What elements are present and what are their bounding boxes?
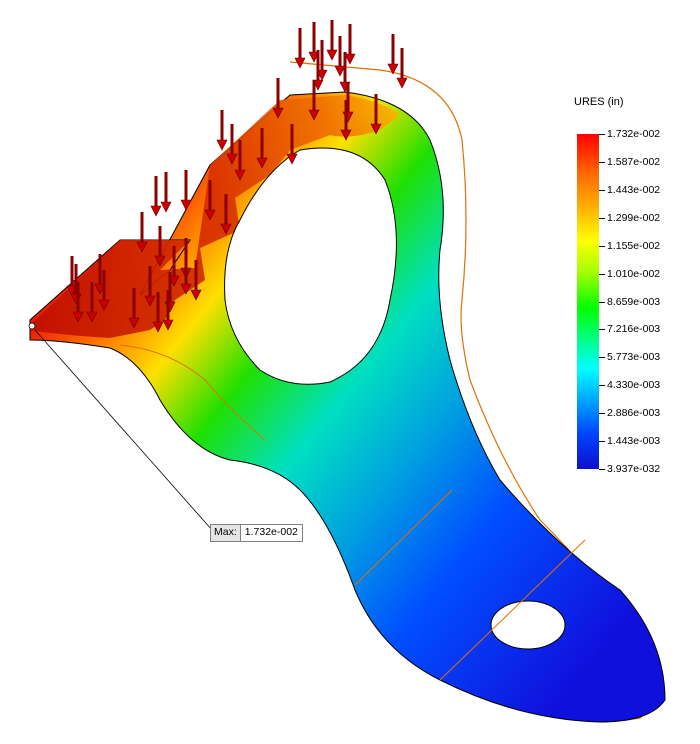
load-arrow-icon — [180, 170, 192, 211]
load-arrow-icon — [204, 180, 216, 221]
legend-tick — [599, 161, 605, 163]
load-arrow-icon — [72, 282, 84, 323]
load-arrow-icon — [152, 292, 164, 333]
legend-tick — [599, 385, 605, 387]
load-arrow-icon — [294, 28, 306, 69]
legend-tick-label: 1.443e-003 — [607, 435, 661, 448]
load-arrow-icon — [128, 288, 140, 329]
mounting-hole — [490, 600, 566, 650]
legend-tick — [599, 273, 605, 275]
legend-tick — [599, 329, 605, 331]
legend-tick — [599, 357, 605, 359]
legend-tick — [599, 441, 605, 443]
legend-color-bar — [577, 134, 599, 469]
legend-title: URES (in) — [574, 96, 624, 108]
load-arrow-icon — [370, 94, 382, 135]
load-arrow-icon — [340, 100, 352, 141]
face-edge — [439, 539, 586, 681]
legend-tick-label: 1.299e-002 — [607, 211, 661, 224]
load-arrow-icon — [216, 110, 228, 151]
load-arrow-icon — [308, 80, 320, 121]
legend-tick-label: 2.886e-003 — [607, 407, 661, 420]
legend-tick-label: 1.010e-002 — [607, 267, 661, 280]
load-arrow-icon — [387, 34, 399, 75]
load-arrow-icon — [234, 140, 246, 181]
legend-tick — [599, 134, 605, 135]
legend-tick-label: 1.443e-002 — [607, 183, 661, 196]
load-arrow-icon — [272, 78, 284, 119]
load-arrow-icon — [190, 260, 202, 301]
legend-tick-label: 8.659e-003 — [607, 295, 661, 308]
load-arrow-icon — [86, 282, 98, 323]
face-edge — [354, 489, 453, 586]
legend-tick-label: 1.155e-002 — [607, 239, 661, 252]
bracket-body[interactable] — [29, 91, 666, 723]
load-arrow-icon — [226, 124, 238, 165]
legend-tick-label: 7.216e-003 — [607, 323, 661, 336]
legend-tick — [599, 189, 605, 191]
load-arrow-icon — [98, 270, 110, 311]
load-arrow-icon — [334, 36, 346, 77]
loaded-top-face — [30, 95, 400, 338]
max-point-marker — [28, 322, 36, 330]
load-arrow-icon — [180, 254, 192, 295]
legend-tick — [599, 301, 605, 303]
load-arrow-icon — [326, 20, 338, 61]
legend-tick — [599, 469, 605, 470]
legend-tick — [599, 413, 605, 415]
load-arrow-icon — [160, 172, 172, 213]
max-value: 1.732e-002 — [244, 526, 298, 538]
legend-tick-label: 4.330e-003 — [607, 379, 661, 392]
load-arrow-icon — [144, 266, 156, 307]
load-arrow-icon — [220, 194, 232, 235]
legend-tick — [599, 217, 605, 219]
load-arrow-icon — [154, 226, 166, 267]
legend-tick-label: 1.587e-002 — [607, 155, 661, 168]
load-arrow-icon — [150, 176, 162, 217]
load-arrows — [66, 20, 408, 333]
legend-tick-label: 5.773e-003 — [607, 351, 661, 364]
load-arrow-icon — [162, 290, 174, 331]
face-edge — [119, 344, 266, 441]
legend-tick-label: 1.732e-002 — [607, 128, 661, 140]
load-arrow-icon — [396, 48, 408, 89]
max-label: Max: — [211, 525, 241, 541]
center-cutout — [224, 147, 397, 385]
load-arrow-icon — [136, 212, 148, 253]
legend-tick-label: 3.937e-032 — [607, 463, 661, 475]
result-legend: URES (in) 1.732e-002 1.587e-002 1.443e-002… — [572, 96, 692, 486]
load-arrow-icon — [344, 24, 356, 65]
max-leader-line — [34, 329, 213, 531]
max-annotation[interactable]: Max: 1.732e-002 — [210, 524, 303, 542]
load-arrow-icon — [256, 128, 268, 169]
load-arrow-icon — [286, 124, 298, 165]
legend-tick — [599, 245, 605, 247]
